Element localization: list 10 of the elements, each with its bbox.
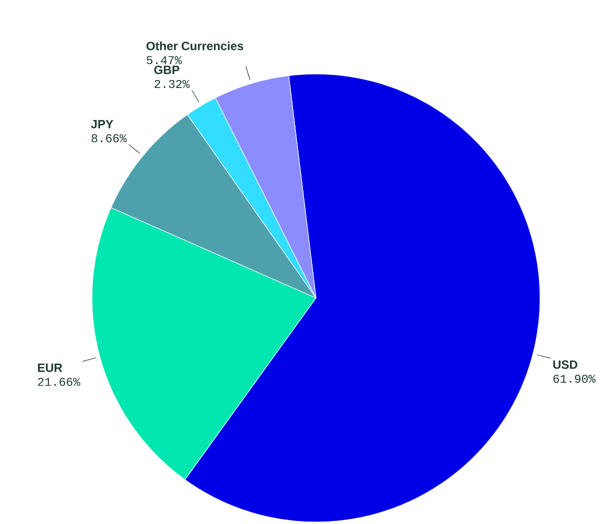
- slice-label: Other Currencies: [146, 41, 244, 50]
- data-label: 8.66%: [92, 134, 127, 142]
- slice-label: USD: [553, 360, 578, 369]
- data-label: 61.90%: [553, 374, 596, 383]
- slice-label: EUR: [38, 364, 62, 372]
- data-label: 21.66%: [38, 378, 80, 386]
- slice-label: GBP: [154, 66, 180, 74]
- data-label: 2.32%: [154, 80, 190, 88]
- data-label: 5.47%: [146, 56, 182, 64]
- slice-label: JPY: [91, 120, 114, 128]
